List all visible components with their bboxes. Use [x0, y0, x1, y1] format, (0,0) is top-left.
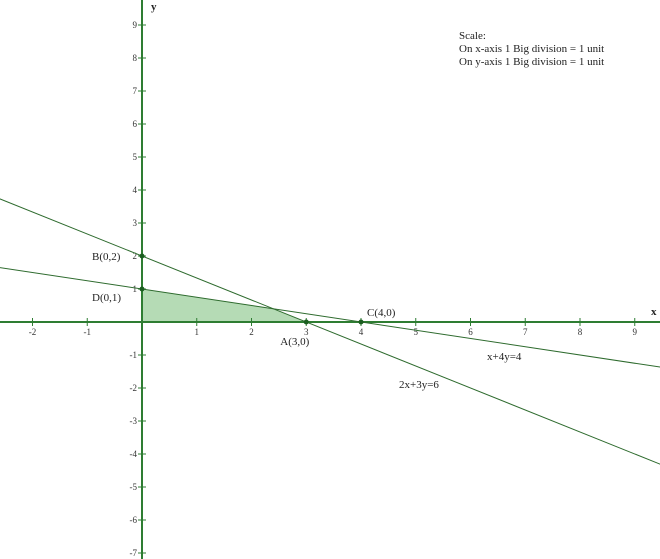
feasible-region	[142, 289, 307, 322]
x-axis-label: x	[651, 306, 657, 318]
line-label-2: 2x+3y=6	[399, 379, 439, 391]
y-tick-label: 3	[133, 218, 138, 228]
x-tick-label: -2	[29, 327, 37, 337]
scale-note: Scale: On x-axis 1 Big division = 1 unit…	[459, 30, 604, 69]
x-tick-label: 2	[249, 327, 254, 337]
point-marker	[139, 253, 145, 259]
point-label: A(3,0)	[280, 336, 309, 348]
scale-title: Scale:	[459, 30, 486, 42]
y-tick-label: 2	[133, 251, 138, 261]
y-tick-label: 9	[133, 20, 138, 30]
line-label-1: x+4y=4	[487, 351, 522, 363]
scale-y: On y-axis 1 Big division = 1 unit	[459, 56, 605, 68]
y-tick-label: -5	[130, 482, 138, 492]
x-tick-label: 1	[195, 327, 200, 337]
y-tick-label: -7	[130, 548, 138, 558]
point-label: D(0,1)	[92, 292, 121, 304]
x-tick-label: -1	[84, 327, 92, 337]
x-tick-label: 5	[414, 327, 419, 337]
point-label: C(4,0)	[367, 307, 396, 319]
y-tick-label: -4	[130, 449, 138, 459]
line-2	[0, 198, 660, 465]
y-tick-label: -6	[130, 515, 138, 525]
x-tick-label: 3	[304, 327, 309, 337]
scale-x: On x-axis 1 Big division = 1 unit	[459, 43, 605, 55]
y-tick-label: 6	[133, 119, 138, 129]
y-tick-label: 4	[133, 185, 138, 195]
point-marker	[358, 319, 364, 325]
y-tick-label: 7	[133, 86, 138, 96]
y-tick-label: -1	[130, 350, 138, 360]
x-tick-label: 7	[523, 327, 528, 337]
point-marker	[139, 286, 145, 292]
line-1	[0, 267, 660, 368]
y-tick-label: 8	[133, 53, 138, 63]
y-tick-label: -2	[130, 383, 138, 393]
y-tick-label: 1	[133, 284, 138, 294]
y-axis-label: y	[151, 1, 157, 13]
point-label: B(0,2)	[92, 251, 121, 263]
x-tick-label: 8	[578, 327, 583, 337]
x-tick-label: 9	[633, 327, 638, 337]
x-tick-label: 4	[359, 327, 364, 337]
point-marker	[303, 319, 309, 325]
y-tick-label: -3	[130, 416, 138, 426]
y-tick-label: 5	[133, 152, 138, 162]
x-tick-label: 6	[468, 327, 473, 337]
